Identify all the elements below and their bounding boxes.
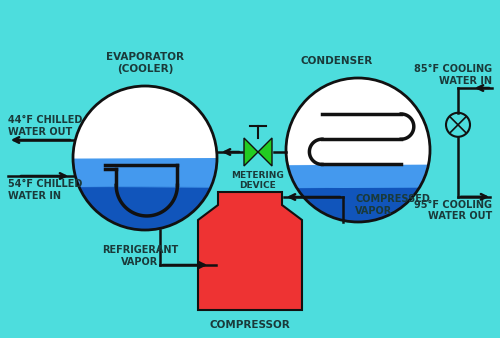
Polygon shape (258, 138, 272, 166)
Polygon shape (296, 188, 420, 222)
Text: REFRIGERANT
VAPOR: REFRIGERANT VAPOR (102, 245, 178, 267)
Polygon shape (79, 187, 211, 230)
Text: 44°F CHILLED
WATER OUT: 44°F CHILLED WATER OUT (8, 115, 83, 137)
Circle shape (73, 86, 217, 230)
Text: 95°F COOLING
WATER OUT: 95°F COOLING WATER OUT (414, 200, 492, 221)
Polygon shape (198, 192, 302, 310)
Text: COMPRESSOR: COMPRESSOR (210, 320, 290, 330)
Polygon shape (244, 138, 258, 166)
Text: 54°F CHILLED
WATER IN: 54°F CHILLED WATER IN (8, 179, 83, 200)
Text: 85°F COOLING
WATER IN: 85°F COOLING WATER IN (414, 65, 492, 86)
Text: CONDENSER: CONDENSER (300, 56, 372, 66)
Text: METERING
DEVICE: METERING DEVICE (232, 171, 284, 190)
Text: EVAPORATOR
(COOLER): EVAPORATOR (COOLER) (106, 52, 184, 74)
Text: COMPRESSED
VAPOR: COMPRESSED VAPOR (355, 194, 430, 216)
Polygon shape (73, 158, 217, 230)
Circle shape (286, 78, 430, 222)
Polygon shape (288, 164, 428, 222)
